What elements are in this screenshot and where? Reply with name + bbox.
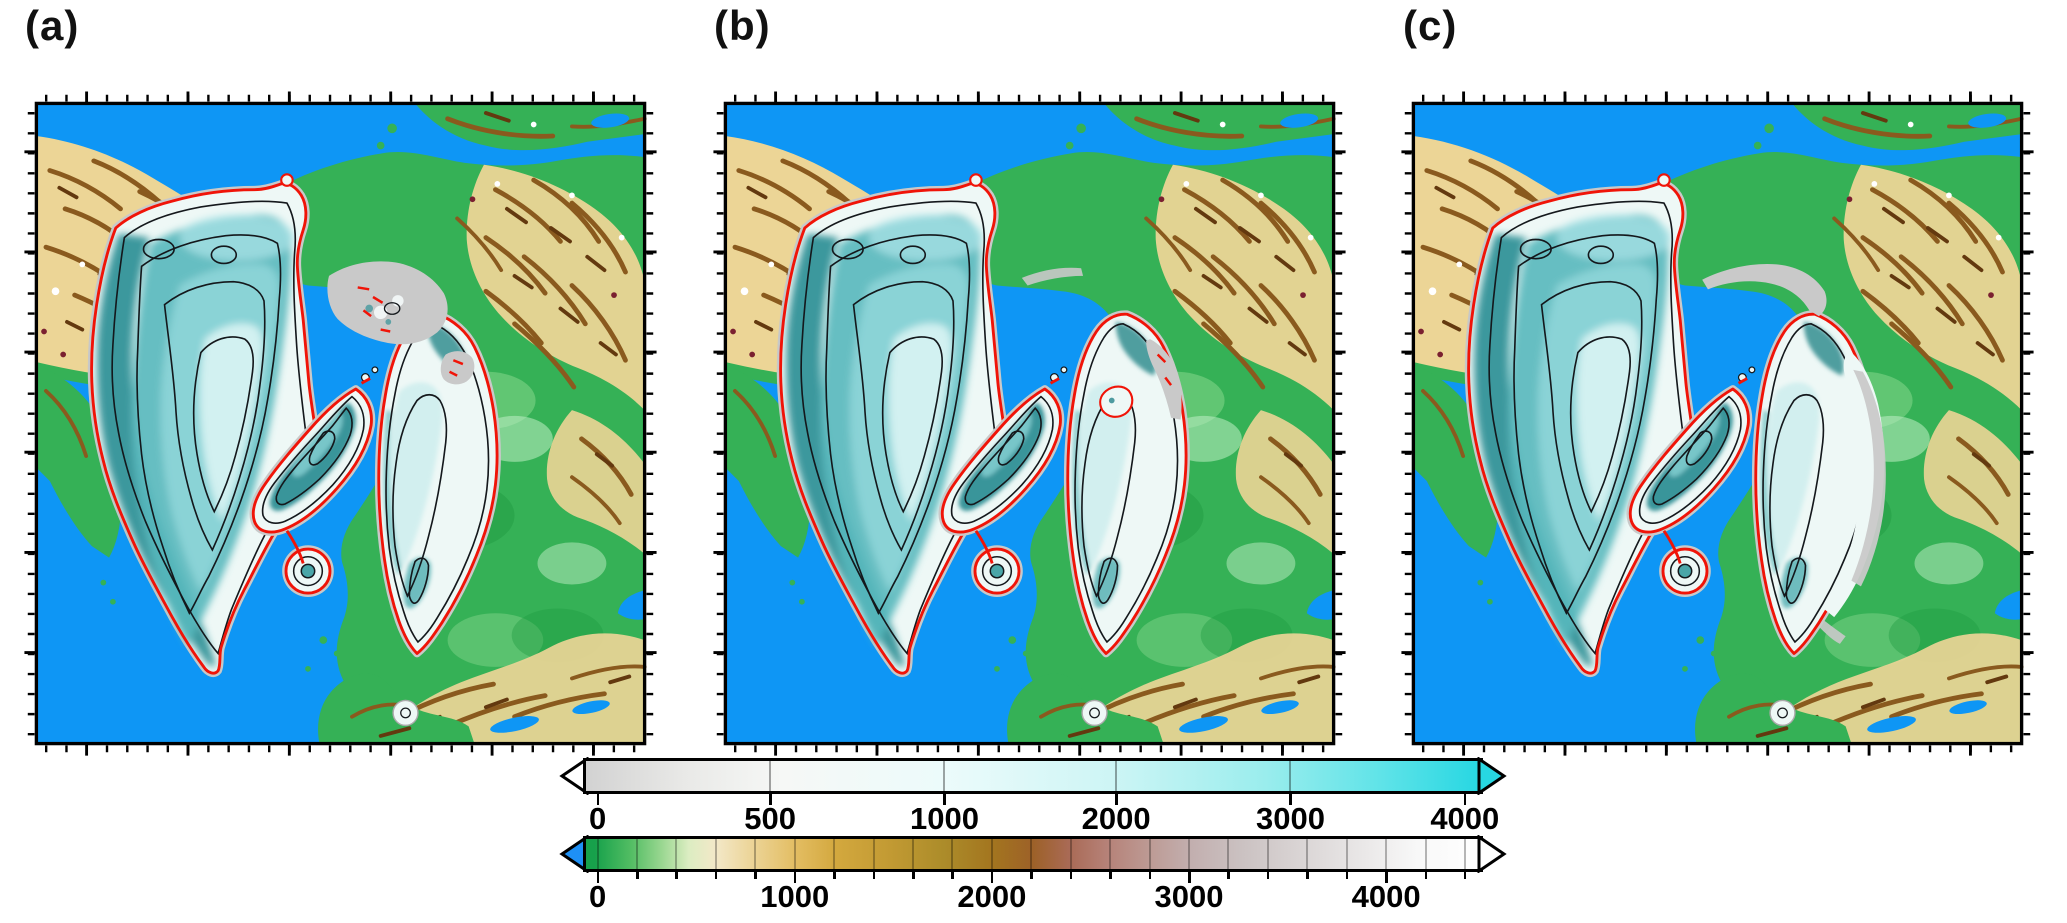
colorbar-minor-tick bbox=[754, 872, 757, 879]
colorbar-tick-labels: 0 1000 2000 3000 4000 bbox=[586, 879, 1480, 915]
colorbar-divider bbox=[833, 839, 836, 869]
colorbar-divider bbox=[1030, 839, 1033, 869]
colorbar-divider bbox=[872, 839, 875, 869]
colorbar-minor-tick bbox=[1148, 872, 1152, 879]
colorbar-major-tick bbox=[596, 872, 600, 883]
colorbar-major-tick bbox=[1385, 872, 1388, 883]
map-image-a bbox=[23, 90, 658, 757]
panel-label-b: (b) bbox=[714, 2, 771, 49]
colorbar-divider bbox=[636, 839, 639, 869]
map-image-b bbox=[712, 90, 1347, 757]
colorbar-divider bbox=[1424, 839, 1427, 869]
colorbar-gradient bbox=[583, 758, 1483, 794]
colorbar-tick-label: 500 bbox=[744, 801, 797, 836]
colorbar-gradient bbox=[583, 836, 1483, 872]
colorbar-tick-label: 4000 bbox=[1351, 879, 1421, 914]
colorbar-minor-tick bbox=[1266, 872, 1270, 879]
colorbar-divider bbox=[754, 839, 757, 869]
colorbar-major-tick bbox=[793, 872, 797, 883]
colorbar-minor-tick bbox=[912, 872, 915, 879]
colorbar-bed-topography: 0 1000 2000 3000 4000 bbox=[557, 835, 1509, 914]
colorbar-divider bbox=[1115, 761, 1118, 791]
colorbar-right-arrow bbox=[1477, 757, 1507, 795]
colorbar-divider bbox=[1385, 839, 1388, 869]
colorbar-major-tick bbox=[1289, 794, 1292, 805]
colorbar-divider bbox=[596, 839, 599, 869]
colorbar-divider bbox=[1188, 839, 1190, 869]
colorbar-minor-tick bbox=[951, 872, 954, 879]
colorbar-tick-label: 0 bbox=[588, 801, 607, 836]
colorbar-minor-tick bbox=[1030, 872, 1033, 879]
colorbar-divider bbox=[1306, 839, 1309, 869]
colorbar-minor-tick bbox=[833, 872, 836, 879]
map-panel-c bbox=[1400, 90, 2035, 757]
colorbar-ticks bbox=[586, 794, 1480, 806]
colorbar-divider bbox=[1289, 761, 1292, 791]
colorbar-right-arrow bbox=[1477, 835, 1507, 873]
colorbar-tick-label: 1000 bbox=[910, 801, 979, 836]
colorbar-major-tick bbox=[596, 794, 600, 805]
colorbar-major-tick bbox=[943, 794, 946, 805]
colorbar-tick-label: 2000 bbox=[1081, 801, 1151, 836]
colorbar-tick-label: 4000 bbox=[1430, 801, 1500, 836]
colorbar-tick-label: 3000 bbox=[1154, 879, 1224, 914]
colorbar-minor-tick bbox=[1109, 872, 1112, 879]
colorbar-divider bbox=[1148, 839, 1151, 869]
colorbar-major-tick bbox=[990, 872, 994, 883]
colorbar-minor-tick bbox=[1463, 872, 1467, 879]
colorbar-divider bbox=[943, 761, 946, 791]
colorbar-major-tick bbox=[769, 794, 772, 805]
colorbar-ice-elevation: 0 500 1000 2000 3000 4000 bbox=[557, 757, 1509, 836]
colorbar-tick-label: 2000 bbox=[957, 879, 1027, 914]
colorbar-minor-tick bbox=[675, 872, 678, 879]
colorbar-tick-label: 0 bbox=[588, 879, 607, 914]
colorbar-major-tick bbox=[1463, 794, 1467, 805]
colorbar-divider bbox=[675, 839, 678, 869]
colorbar-divider bbox=[1227, 839, 1230, 869]
colorbar-tick-label: 1000 bbox=[760, 879, 830, 914]
colorbar-minor-tick bbox=[714, 872, 718, 879]
colorbar-tick-label: 3000 bbox=[1255, 801, 1325, 836]
colorbar-divider bbox=[1463, 839, 1466, 869]
colorbar-divider bbox=[1266, 839, 1269, 869]
colorbar-divider bbox=[1069, 839, 1072, 869]
colorbar-divider bbox=[912, 839, 915, 869]
colorbar-divider bbox=[1109, 839, 1112, 869]
map-panel-b bbox=[712, 90, 1347, 757]
colorbar-divider bbox=[951, 839, 954, 869]
map-image-c bbox=[1400, 90, 2035, 757]
panel-label-c: (c) bbox=[1403, 2, 1458, 49]
colorbar-minor-tick bbox=[872, 872, 876, 879]
colorbar-minor-tick bbox=[1345, 872, 1349, 879]
colorbar-tick-labels: 0 500 1000 2000 3000 4000 bbox=[586, 801, 1499, 837]
colorbar-minor-tick bbox=[1424, 872, 1428, 879]
colorbar-divider bbox=[769, 761, 772, 791]
colorbar-major-tick bbox=[1115, 794, 1118, 805]
colorbar-divider bbox=[714, 839, 717, 869]
colorbar-divider bbox=[990, 839, 993, 869]
panel-label-a: (a) bbox=[25, 2, 80, 49]
colorbar-minor-tick bbox=[1306, 872, 1309, 879]
colorbar-minor-tick bbox=[1069, 872, 1073, 879]
colorbar-major-tick bbox=[1188, 872, 1191, 883]
colorbar-minor-tick bbox=[1227, 872, 1230, 879]
colorbar-divider bbox=[1345, 839, 1348, 869]
colorbar-ticks bbox=[586, 872, 1480, 884]
colorbar-divider bbox=[793, 839, 796, 869]
map-panel-a bbox=[23, 90, 658, 757]
colorbar-minor-tick bbox=[636, 872, 639, 879]
